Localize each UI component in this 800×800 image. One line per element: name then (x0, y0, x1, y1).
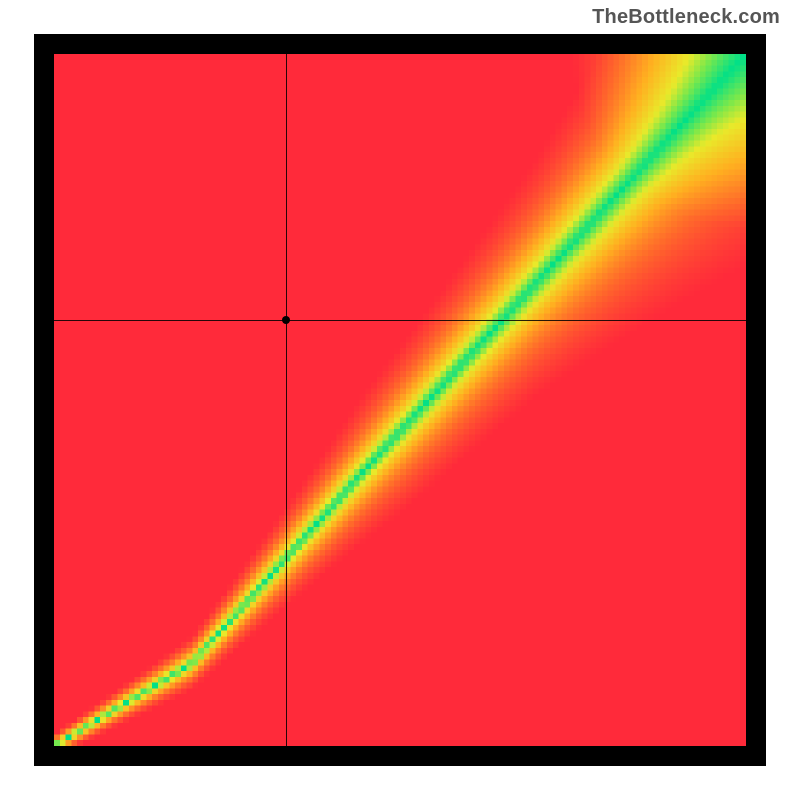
plot-frame (34, 34, 766, 766)
crosshair-horizontal (54, 320, 746, 321)
crosshair-dot (282, 316, 290, 324)
bottleneck-heatmap (54, 54, 746, 746)
attribution-text: TheBottleneck.com (592, 6, 780, 29)
figure-container: TheBottleneck.com (0, 0, 800, 800)
crosshair-vertical (286, 54, 287, 746)
